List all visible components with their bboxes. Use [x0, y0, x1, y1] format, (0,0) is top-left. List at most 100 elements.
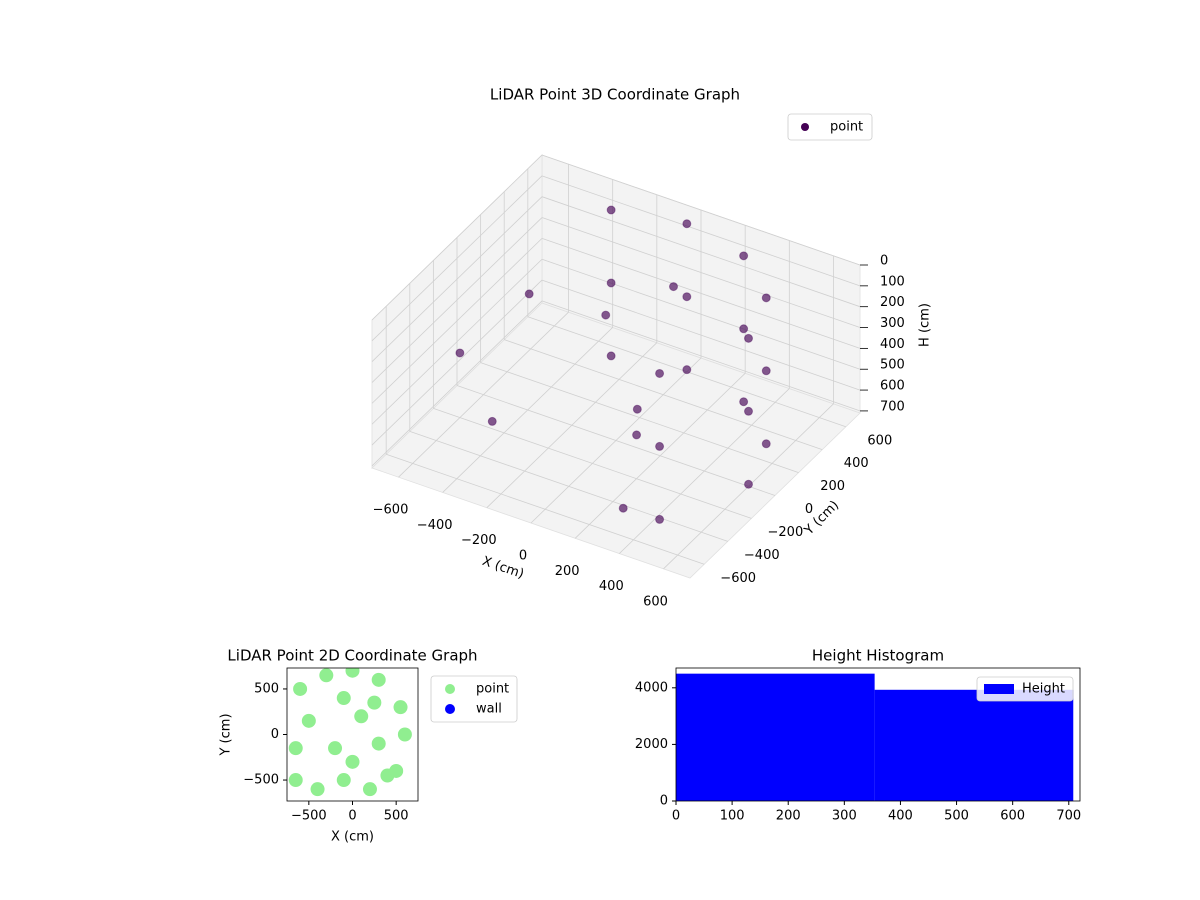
grid-line	[541, 175, 861, 287]
x-tick-label: 500	[944, 809, 969, 824]
point	[682, 365, 692, 375]
grid-line	[371, 238, 543, 404]
chart-title: LiDAR Point 3D Coordinate Graph	[490, 86, 740, 104]
grid-line	[371, 300, 543, 467]
point	[393, 700, 408, 715]
grid-line	[541, 154, 861, 266]
point	[655, 514, 665, 524]
y-tick-label: 600	[867, 433, 892, 448]
x-tick-label: 600	[643, 594, 668, 609]
z-tick-label: 200	[880, 295, 905, 310]
point	[739, 251, 749, 261]
point	[655, 368, 665, 378]
point	[606, 205, 616, 215]
legend-box	[787, 113, 873, 141]
point	[739, 397, 749, 407]
x-tick-label: 0	[672, 809, 680, 824]
grid-line	[371, 258, 543, 425]
point	[362, 782, 377, 797]
point	[345, 668, 360, 678]
point	[345, 754, 360, 769]
y-tick-label: 0	[805, 502, 813, 517]
x-tick-label: 400	[599, 579, 624, 594]
grid-line	[409, 430, 728, 542]
point	[655, 441, 665, 451]
x-tick-label: 600	[1000, 809, 1025, 824]
x-tick-label: 200	[776, 809, 801, 824]
z-tick-label: 600	[880, 379, 905, 394]
point	[301, 713, 316, 728]
grid-line	[504, 339, 823, 451]
grid-line	[386, 453, 705, 565]
x-tick-label: −600	[373, 503, 409, 518]
x-tick-label: 500	[384, 809, 409, 824]
point	[739, 324, 749, 334]
x-tick-label: 0	[348, 809, 356, 824]
point	[761, 293, 771, 303]
grid-line	[433, 408, 752, 519]
z-tick-label: 500	[880, 358, 905, 373]
y-axis-label: Y (cm)	[219, 713, 234, 756]
point	[606, 278, 616, 288]
point	[618, 503, 628, 513]
point	[761, 439, 771, 449]
y-tick-label: 400	[844, 456, 869, 471]
y-tick-label: −500	[243, 773, 279, 788]
x-tick-label: 200	[555, 564, 580, 579]
point	[319, 668, 334, 683]
x-tick-label: 100	[720, 809, 745, 824]
grid-line	[541, 258, 861, 370]
grid-line	[541, 196, 861, 308]
z-tick-label: 100	[880, 274, 905, 289]
point	[367, 695, 382, 710]
grid-line	[541, 217, 861, 328]
point	[288, 741, 303, 756]
z-axis-label: H (cm)	[918, 303, 933, 347]
legend-label: point	[476, 682, 509, 697]
y-tick-label: −400	[744, 548, 780, 563]
x-tick-label: 700	[1056, 809, 1081, 824]
legend-marker	[445, 704, 455, 714]
y-tick-label: 200	[820, 479, 845, 494]
point	[380, 768, 395, 783]
point	[524, 289, 534, 299]
grid-line	[456, 385, 776, 496]
y-tick-label: 0	[660, 794, 668, 809]
legend-label: wall	[476, 702, 502, 717]
chart-title: LiDAR Point 2D Coordinate Graph	[227, 647, 477, 665]
x-tick-label: 0	[519, 549, 527, 564]
y-tick-label: −600	[720, 571, 756, 586]
y-tick-label: 500	[254, 681, 279, 696]
point	[371, 672, 386, 687]
legend-box	[976, 676, 1074, 702]
point	[744, 406, 753, 416]
point	[682, 292, 692, 302]
z-tick-label: 0	[880, 254, 888, 269]
z-tick-label: 700	[880, 399, 905, 414]
point	[761, 366, 771, 376]
point	[682, 219, 692, 229]
y-tick-label: −200	[768, 525, 804, 540]
grid-line	[541, 279, 861, 391]
point	[669, 282, 678, 292]
point	[632, 430, 642, 440]
point	[310, 782, 325, 797]
point	[487, 416, 497, 426]
point	[293, 681, 308, 696]
point	[397, 727, 412, 742]
grid-line	[541, 238, 861, 349]
point	[744, 333, 753, 343]
y-tick-label: 4000	[635, 680, 668, 695]
legend-label: Height	[1022, 682, 1065, 697]
grid-line	[541, 300, 861, 412]
legend-marker	[984, 684, 1014, 694]
grid-line	[371, 217, 543, 383]
z-tick-label: 300	[880, 316, 905, 331]
x-tick-label: 300	[832, 809, 857, 824]
bar	[676, 673, 875, 801]
y-tick-label: 2000	[635, 737, 668, 752]
point	[371, 736, 386, 751]
point	[336, 691, 351, 706]
